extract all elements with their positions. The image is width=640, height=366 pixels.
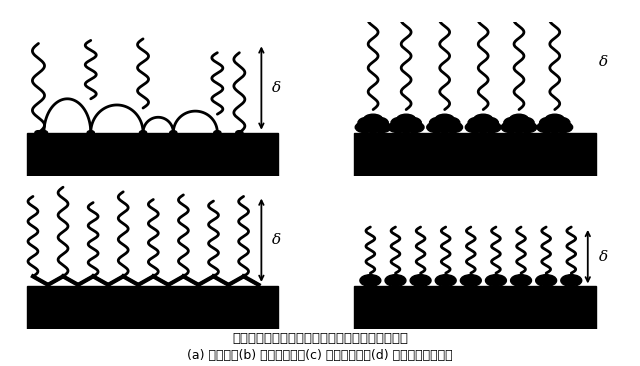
Text: δ: δ bbox=[599, 250, 608, 264]
Circle shape bbox=[486, 274, 506, 286]
Text: (a) 同聚物；(b) 二段共聚物；(c) 梳状共聚物；(d) 功能性短链分散剂: (a) 同聚物；(b) 二段共聚物；(c) 梳状共聚物；(d) 功能性短链分散剂 bbox=[187, 348, 453, 362]
Circle shape bbox=[140, 131, 147, 135]
Circle shape bbox=[479, 117, 499, 128]
Circle shape bbox=[511, 274, 531, 286]
Circle shape bbox=[385, 274, 406, 286]
Bar bbox=[354, 132, 596, 176]
Circle shape bbox=[364, 114, 383, 125]
Circle shape bbox=[435, 114, 454, 125]
Circle shape bbox=[355, 122, 374, 132]
Circle shape bbox=[404, 122, 424, 132]
Circle shape bbox=[545, 114, 564, 125]
Circle shape bbox=[465, 122, 484, 132]
Circle shape bbox=[35, 131, 42, 135]
Text: (b): (b) bbox=[468, 160, 488, 174]
Circle shape bbox=[474, 122, 493, 132]
Circle shape bbox=[540, 117, 559, 128]
Text: δ: δ bbox=[273, 81, 282, 95]
Circle shape bbox=[501, 122, 520, 132]
Circle shape bbox=[561, 274, 582, 286]
Circle shape bbox=[87, 131, 94, 135]
Bar bbox=[354, 286, 596, 329]
Text: (c): (c) bbox=[142, 314, 161, 328]
Circle shape bbox=[515, 117, 534, 128]
Circle shape bbox=[410, 274, 431, 286]
Circle shape bbox=[440, 117, 460, 128]
Text: δ: δ bbox=[273, 233, 282, 247]
Circle shape bbox=[482, 122, 501, 132]
Circle shape bbox=[170, 131, 177, 135]
Circle shape bbox=[435, 274, 456, 286]
Text: 不同分子结构的聚合物在陶瓷粉体表面的吸阻构型: 不同分子结构的聚合物在陶瓷粉体表面的吸阻构型 bbox=[232, 332, 408, 345]
Bar bbox=[28, 286, 278, 329]
Circle shape bbox=[518, 122, 537, 132]
Circle shape bbox=[388, 122, 408, 132]
Circle shape bbox=[397, 114, 416, 125]
Text: δ: δ bbox=[599, 55, 608, 69]
Circle shape bbox=[427, 122, 446, 132]
Circle shape bbox=[537, 122, 556, 132]
Circle shape bbox=[468, 117, 487, 128]
Circle shape bbox=[474, 114, 493, 125]
Text: (a): (a) bbox=[141, 160, 161, 174]
Circle shape bbox=[369, 117, 388, 128]
Circle shape bbox=[509, 114, 529, 125]
Circle shape bbox=[504, 117, 523, 128]
Circle shape bbox=[391, 117, 410, 128]
Circle shape bbox=[554, 122, 573, 132]
Circle shape bbox=[358, 117, 377, 128]
Circle shape bbox=[536, 274, 557, 286]
Circle shape bbox=[214, 131, 221, 135]
Circle shape bbox=[509, 122, 529, 132]
Circle shape bbox=[444, 122, 463, 132]
Circle shape bbox=[545, 122, 564, 132]
Circle shape bbox=[360, 274, 381, 286]
Bar bbox=[28, 132, 278, 176]
Circle shape bbox=[372, 122, 391, 132]
Circle shape bbox=[364, 122, 383, 132]
Circle shape bbox=[550, 117, 570, 128]
Circle shape bbox=[460, 274, 481, 286]
Circle shape bbox=[397, 122, 416, 132]
Circle shape bbox=[236, 131, 243, 135]
Circle shape bbox=[40, 131, 47, 135]
Circle shape bbox=[429, 117, 449, 128]
Circle shape bbox=[435, 122, 454, 132]
Circle shape bbox=[402, 117, 421, 128]
Text: (d): (d) bbox=[468, 314, 488, 328]
